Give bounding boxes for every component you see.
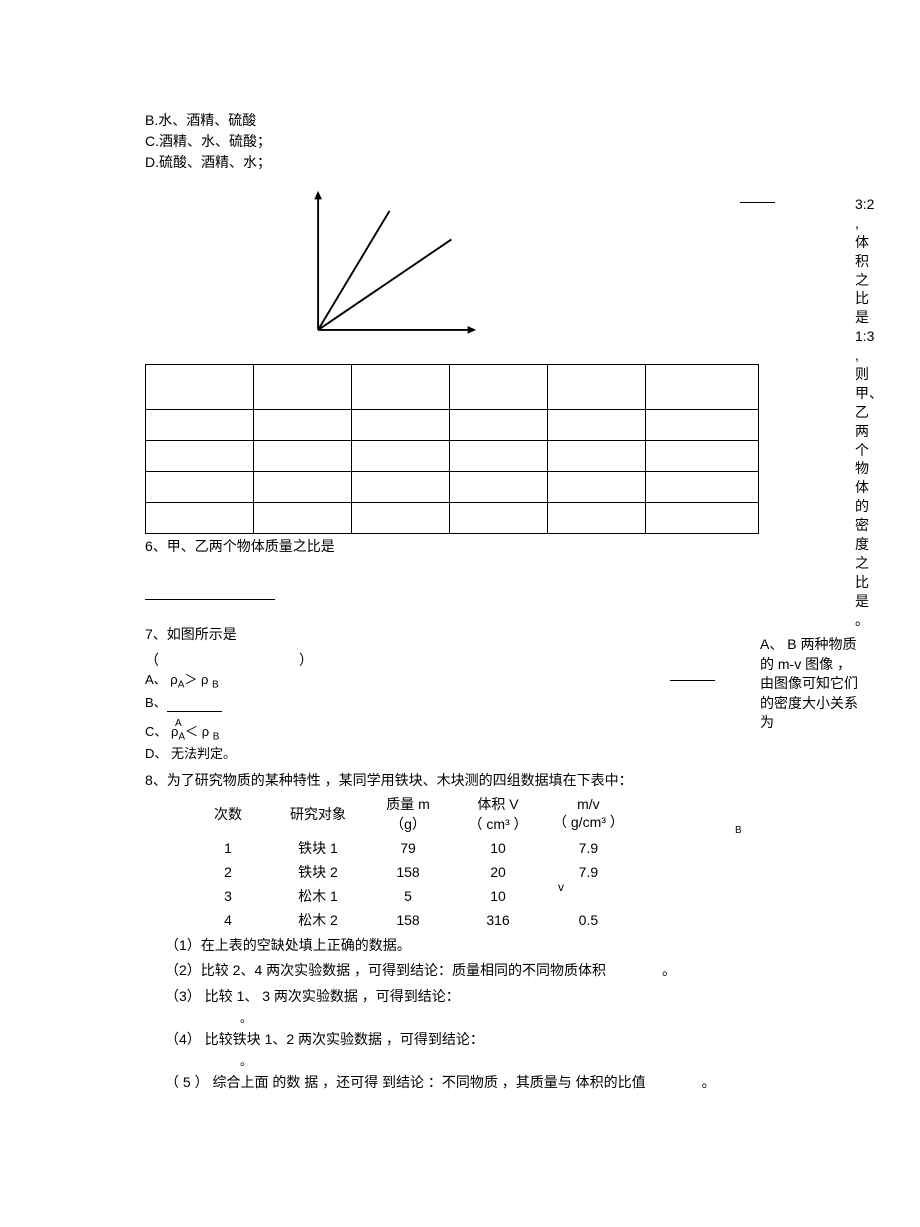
table-header: 质量 m（g） [363,792,453,836]
table-cell: 松木 2 [273,908,363,932]
option-b: B.水、酒精、硫酸 [145,110,860,131]
table-cell: 铁块 1 [273,836,363,860]
option-c: C.酒精、水、硫酸； [145,131,860,152]
q8-sub4: （4） 比较铁块 1、2 两次实验数据 ，可得到结论： [165,1028,860,1052]
table-cell [543,884,634,908]
q8-sub4-dot: 。 [240,1052,860,1069]
q8-sub3-dot: 。 [240,1009,860,1026]
table-cell: 5 [363,884,453,908]
blank-line-1 [145,585,275,600]
vertical-ratio-content: 3:2 ,体积之比是 1:3 ,则甲、乙两个物体的密度之比是 [855,196,883,609]
table-header: 体积 V（ cm³ ） [453,792,543,836]
q7-option-c: C、 ρA＜ ρ B [145,722,860,745]
question-7-paren: （ ） [145,650,860,670]
question-7: 7、如图所示是 [145,624,860,644]
table-cell: 316 [453,908,543,932]
q8-sub3: （3） 比较 1、 3 两次实验数据 ，可得到结论： [165,985,860,1009]
table-header: 次数 [183,792,273,836]
option-d: D.硫酸、酒精、水； [145,152,860,173]
mv-graph [280,183,480,353]
q8-data-table: 次数研究对象质量 m（g）体积 V（ cm³ ）m/v（ g/cm³ ） 1铁块… [183,792,634,932]
table-cell: 4 [183,908,273,932]
table-cell: 10 [453,884,543,908]
q7-option-a: A、 ρA＞ ρ B [145,670,860,693]
q8-sub5: （ 5 ） 综合上面 的数 据 ，还可得 到结论 ：不同物质 ，其质量与 体积的… [165,1071,860,1095]
table-header: m/v（ g/cm³ ） [543,792,634,836]
table-cell: 铁块 2 [273,860,363,884]
question-8-title: 8、为了研究物质的某种特性 ，某同学用铁块、木块测的四组数据填在下表中： [145,770,860,790]
table-cell: 2 [183,860,273,884]
vertical-ratio-text: 3:2 ,体积之比是 1:3 ,则甲、乙两个物体的密度之比是 。 [855,195,869,629]
q8-sub1: （1）在上表的空缺处填上正确的数据。 [165,934,860,958]
table-cell: 158 [363,908,453,932]
empty-grid-table [145,364,759,534]
table-cell: 158 [363,860,453,884]
table-cell: 1 [183,836,273,860]
table-cell: 7.9 [543,860,634,884]
table-cell: 松木 1 [273,884,363,908]
question-6: 6、甲、乙两个物体质量之比是 [145,536,860,556]
right-column-text: A、 B 两种物质的 m-v 图像 ，由图像可知它们的密度大小关系为 [760,635,860,733]
table-cell: 20 [453,860,543,884]
table-header: 研究对象 [273,792,363,836]
table-cell: 10 [453,836,543,860]
table-cell: 0.5 [543,908,634,932]
vertical-ratio-period: 。 [855,612,869,628]
q7-option-d: D、 无法判定。 [145,744,860,764]
table-cell: 3 [183,884,273,908]
side-label-b: B [735,825,742,836]
table-cell: 79 [363,836,453,860]
q8-sub2: （2）比较 2、4 两次实验数据 ，可得到结论：质量相同的不同物质体积 。 [165,959,860,983]
side-label-v: v [558,880,564,894]
table-cell: 7.9 [543,836,634,860]
line-decor-2 [670,680,715,681]
line-decor-1 [740,202,775,203]
